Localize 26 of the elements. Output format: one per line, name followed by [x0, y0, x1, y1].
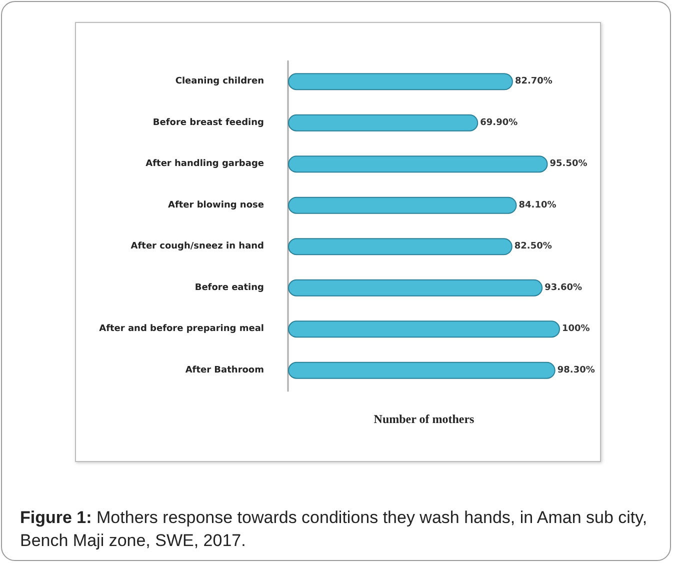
y-tick-label: After handling garbage: [146, 159, 264, 170]
y-tick-label: After and before preparing meal: [99, 324, 264, 334]
y-tick-label: After cough/sneez in hand: [130, 242, 264, 252]
data-label: 95.50%: [550, 159, 588, 170]
bar: [288, 238, 512, 256]
bar: [288, 156, 548, 173]
bar: [288, 320, 560, 338]
x-axis-title: Number of mothers: [374, 412, 475, 426]
data-label: 82.70%: [514, 76, 552, 87]
bar: [288, 196, 517, 214]
data-label: 98.30%: [557, 365, 595, 376]
data-label: 100%: [562, 324, 590, 334]
bar: [288, 73, 513, 90]
data-label: 93.60%: [544, 282, 582, 293]
bar: [288, 114, 478, 132]
y-tick-label: Before eating: [194, 282, 264, 293]
y-tick-label: Before breast feeding: [152, 118, 264, 128]
data-label: 82.50%: [514, 242, 552, 252]
bar: [288, 362, 556, 379]
y-tick-label: After blowing nose: [168, 200, 264, 210]
bar: [288, 279, 543, 296]
data-label: 84.10%: [518, 200, 556, 210]
y-tick-label: After Bathroom: [185, 365, 264, 376]
data-label: 69.90%: [480, 118, 518, 128]
caption: Figure 1: Mothers response towards conditions they wash hands, in Aman sub city, Bench Maji zone, SWE, 2017.: [20, 508, 648, 550]
y-tick-label: Cleaning children: [175, 76, 264, 87]
